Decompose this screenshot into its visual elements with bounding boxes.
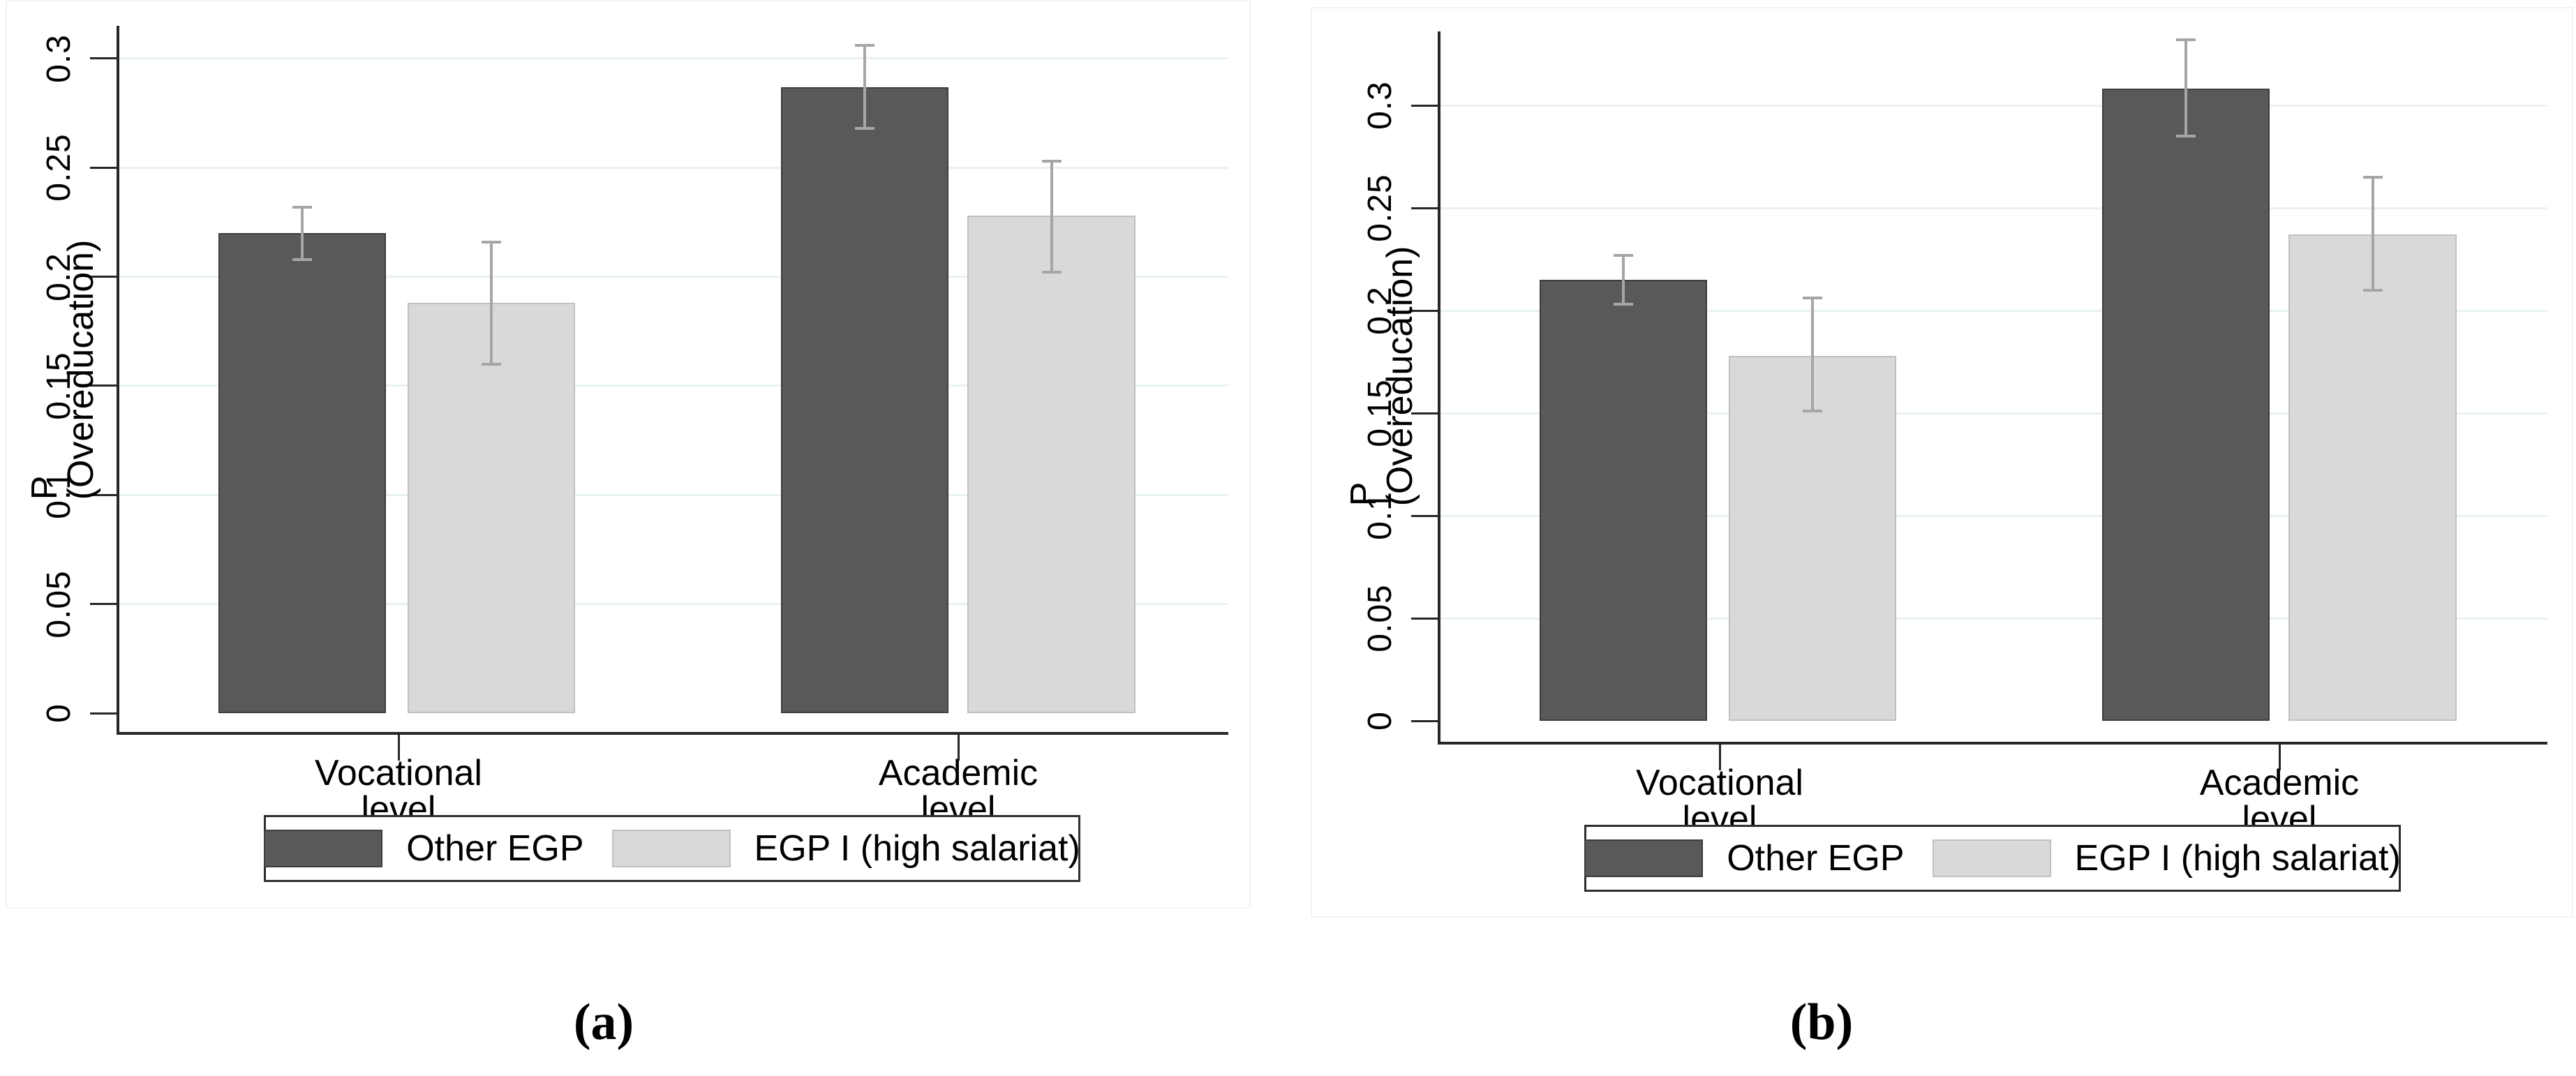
y-tick-0.15 <box>1411 412 1438 414</box>
y-tick-label-0: 0 <box>40 703 77 723</box>
legend: Other EGP EGP I (high salariat) <box>264 815 1080 882</box>
x-tick-academic <box>2278 742 2281 770</box>
error-bar-cap-top <box>2176 38 2196 41</box>
error-bar-cap-bottom <box>1041 271 1062 274</box>
y-tick-0.1 <box>90 493 117 496</box>
x-axis-line <box>1438 742 2547 745</box>
y-tick-0.1 <box>1411 514 1438 517</box>
error-bar-cap-top <box>1803 297 1822 300</box>
error-bar-cap-bottom <box>1803 410 1822 413</box>
y-tick-0.2 <box>90 276 117 278</box>
bar-vocational-dark <box>1540 279 1707 721</box>
error-bar-cap-top <box>855 44 874 47</box>
legend-entry-light: EGP I (high salariat) <box>1932 838 2401 879</box>
x-tick-vocational <box>397 732 400 761</box>
y-axis-title: P (Overeducation) <box>24 239 101 500</box>
bar-academic-dark <box>781 87 948 713</box>
error-bar-line <box>1050 160 1053 273</box>
y-tick-0 <box>90 712 117 715</box>
legend-label-light: EGP I (high salariat) <box>2074 838 2401 879</box>
error-bar-line <box>301 207 304 260</box>
gridline-0.3 <box>117 57 1228 60</box>
gridline-0.05 <box>1438 617 2547 620</box>
legend-swatch-light <box>1932 839 2051 877</box>
gridline-0.15 <box>1438 412 2547 414</box>
gridline-0.2 <box>1438 309 2547 312</box>
y-tick-label-0.05: 0.05 <box>40 569 77 638</box>
gridline-0.3 <box>1438 104 2547 107</box>
graph-region-border <box>6 0 1251 909</box>
error-bar-line <box>490 241 493 364</box>
y-axis-title: P (Overeducation) <box>1343 246 1420 507</box>
bar-academic-dark <box>2102 89 2270 721</box>
error-bar-cap-top <box>1041 159 1062 163</box>
legend-entry-light: EGP I (high salariat) <box>611 828 1080 869</box>
gridline-0.1 <box>1438 514 2547 517</box>
error-bar-cap-top <box>2362 175 2383 179</box>
gridline-0.05 <box>117 603 1228 606</box>
legend-entry-dark: Other EGP <box>264 828 584 869</box>
y-tick-0.25 <box>90 166 117 169</box>
bar-vocational-dark <box>218 233 386 713</box>
y-tick-0.05 <box>90 603 117 606</box>
y-tick-label-0.3: 0.3 <box>1362 81 1399 130</box>
x-tick-academic <box>957 732 960 761</box>
y-axis-line <box>117 26 119 732</box>
legend-swatch-dark <box>264 830 383 867</box>
panel-b-caption: (b) <box>1789 994 1854 1051</box>
y-tick-0 <box>1411 719 1438 722</box>
bar-academic-light <box>967 216 1136 713</box>
error-bar-cap-bottom <box>855 127 874 130</box>
legend-entry-dark: Other EGP <box>1584 838 1905 879</box>
legend-label-light: EGP I (high salariat) <box>754 828 1080 869</box>
error-bar-cap-bottom <box>2362 288 2383 292</box>
y-tick-0.2 <box>1411 309 1438 312</box>
y-axis-line <box>1438 31 1440 742</box>
error-bar-line <box>863 45 866 129</box>
y-tick-label-0.25: 0.25 <box>1362 174 1399 242</box>
gridline-0.15 <box>117 384 1228 387</box>
y-tick-0.25 <box>1411 207 1438 209</box>
bar-academic-light <box>2288 234 2457 721</box>
y-tick-label-0.05: 0.05 <box>1362 584 1399 652</box>
legend-swatch-dark <box>1584 839 1704 877</box>
error-bar-cap-top <box>482 240 501 244</box>
bar-vocational-light <box>408 303 575 713</box>
y-tick-0.15 <box>90 384 117 387</box>
error-bar-cap-top <box>1614 253 1633 257</box>
error-bar-cap-bottom <box>2176 135 2196 138</box>
bar-vocational-light <box>1729 355 1896 721</box>
legend: Other EGP EGP I (high salariat) <box>1584 825 2401 892</box>
y-tick-label-0.25: 0.25 <box>40 133 77 202</box>
error-bar-cap-top <box>292 205 312 209</box>
legend-label-dark: Other EGP <box>406 828 584 869</box>
y-tick-0.3 <box>1411 104 1438 107</box>
gridline-0.25 <box>117 166 1228 169</box>
x-axis-line <box>117 732 1228 735</box>
gridline-0.2 <box>117 276 1228 278</box>
error-bar-cap-bottom <box>1614 303 1633 306</box>
graph-region-border <box>1311 7 2573 918</box>
error-bar-cap-bottom <box>292 257 312 261</box>
y-tick-label-0: 0 <box>1362 711 1399 731</box>
gridline-0.1 <box>117 493 1228 496</box>
error-bar-line <box>2371 177 2374 290</box>
x-category-label-vocational: Vocational level <box>315 753 482 830</box>
y-tick-0.3 <box>90 57 117 60</box>
error-bar-line <box>1811 298 1814 412</box>
legend-swatch-light <box>611 830 731 867</box>
y-tick-0.05 <box>1411 617 1438 620</box>
y-tick-label-0.3: 0.3 <box>40 34 77 83</box>
gridline-0.25 <box>1438 207 2547 209</box>
error-bar-cap-bottom <box>482 362 501 366</box>
panel-a-caption: (a) <box>573 994 634 1051</box>
legend-label-dark: Other EGP <box>1727 838 1905 879</box>
error-bar-line <box>1622 255 1625 305</box>
x-tick-vocational <box>1718 742 1721 770</box>
error-bar-line <box>2184 39 2187 137</box>
